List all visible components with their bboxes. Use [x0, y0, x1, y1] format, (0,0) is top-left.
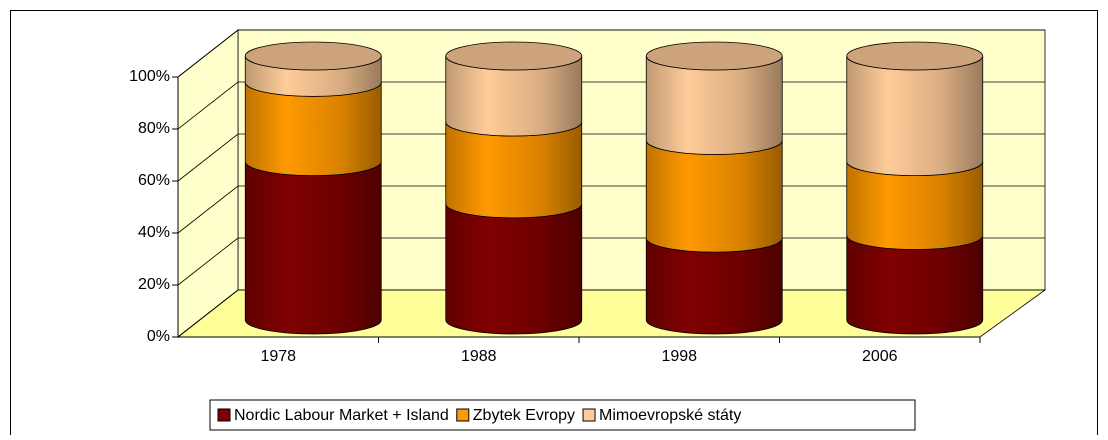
- cylinder-top: [445, 41, 583, 71]
- x-tick-label: 1988: [461, 348, 497, 365]
- y-tick-label: 80%: [138, 120, 170, 137]
- cylinder-segment: [846, 235, 984, 335]
- x-tick-label: 1998: [661, 348, 697, 365]
- y-tick-label: 0%: [147, 328, 170, 345]
- cylinder-top: [244, 41, 382, 71]
- legend-swatch: [582, 408, 596, 422]
- legend-label: Nordic Labour Market + Island: [234, 407, 449, 424]
- cylinder-segment: [645, 140, 783, 253]
- y-tick-label: 100%: [129, 68, 170, 85]
- cylinder-top: [846, 41, 984, 71]
- legend-label: Mimoevropské státy: [599, 407, 741, 424]
- cylinder-segment: [846, 55, 984, 176]
- y-tick-label: 40%: [138, 224, 170, 241]
- grid-line: [177, 29, 1045, 78]
- cylinder-segment: [645, 55, 783, 155]
- x-tick-label: 1978: [260, 348, 296, 365]
- x-tick-label: 2006: [862, 348, 898, 365]
- legend-box: [209, 399, 916, 431]
- legend-label: Zbytek Evropy: [473, 407, 575, 424]
- side-wall: [177, 29, 239, 338]
- y-tick-label: 20%: [138, 276, 170, 293]
- y-tick-label: 60%: [138, 172, 170, 189]
- cylinder-segment: [244, 161, 382, 335]
- cylinder-top: [645, 41, 783, 71]
- legend-swatch: [456, 408, 470, 422]
- cylinder-segment: [445, 203, 583, 335]
- legend-swatch: [217, 408, 231, 422]
